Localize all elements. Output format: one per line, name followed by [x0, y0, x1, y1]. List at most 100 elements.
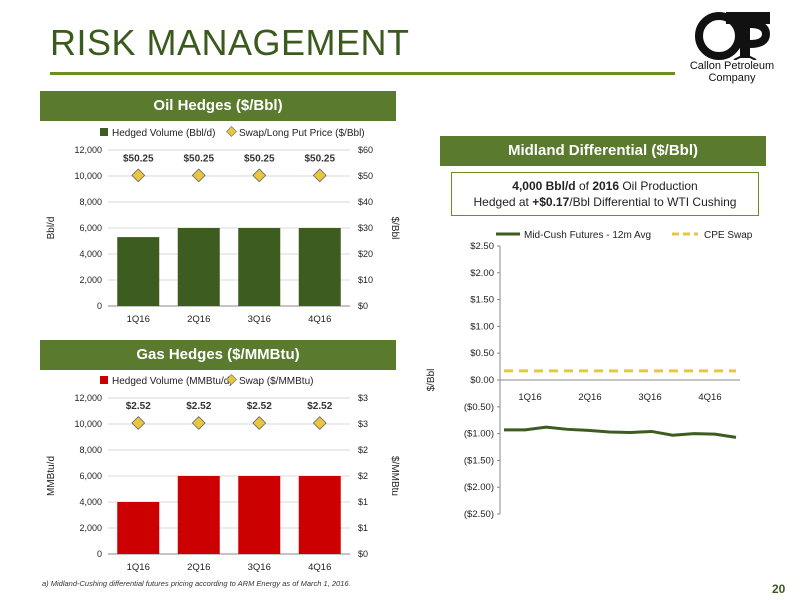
title-rule: [50, 72, 675, 75]
oil-x-tick-label: 3Q16: [248, 314, 271, 325]
oil-price-marker: [252, 168, 267, 183]
gas-hedges-header: Gas Hedges ($/MMBtu): [40, 340, 396, 370]
midland-differential-chart: Mid-Cush Futures - 12m Avg CPE Swap ($2.50…: [426, 230, 753, 520]
gas-x-tick-label: 2Q16: [187, 562, 210, 573]
oil-legend-label-volume: Hedged Volume (Bbl/d): [112, 128, 215, 139]
oil-y2-tick-label: $60: [358, 145, 373, 155]
callout-text-b: Oil Production: [619, 179, 698, 193]
gas-y-tick-label: 12,000: [74, 393, 102, 403]
gas-bar: [238, 476, 281, 554]
midland-x-tick-label: 3Q16: [638, 392, 661, 403]
gas-y-tick-label: 10,000: [74, 419, 102, 429]
gas-y2-tick-label: $2: [358, 445, 368, 455]
callout-year: 2016: [592, 179, 620, 193]
oil-y-axis-title: Bbl/d: [46, 217, 57, 240]
footnote: a) Midland-Cushing differential futures …: [42, 579, 351, 588]
gas-legend-label-price: Swap ($/MMBtu): [239, 376, 313, 387]
oil-bar: [177, 228, 220, 306]
midland-y-tick-label: ($2.00): [464, 482, 494, 493]
oil-y2-axis-title: $/Bbl: [389, 217, 400, 240]
gas-y2-axis-title: $/MMBtu: [389, 456, 400, 496]
gas-x-tick-label: 1Q16: [127, 562, 150, 573]
gas-price-marker: [252, 416, 267, 430]
midland-x-tick-label: 2Q16: [578, 392, 601, 403]
gas-y2-tick-label: $2: [358, 471, 368, 481]
oil-data-label: $50.25: [244, 153, 275, 164]
gas-y2-tick-label: $3: [358, 393, 368, 403]
callout-volume: 4,000 Bbl/d: [512, 179, 576, 193]
oil-y-tick-label: 6,000: [79, 223, 102, 233]
gas-data-label: $2.52: [307, 401, 332, 412]
gas-x-tick-label: 3Q16: [248, 562, 271, 573]
midland-y-tick-label: $1.00: [470, 321, 494, 332]
oil-bar: [238, 228, 281, 306]
gas-hedges-chart: Hedged Volume (MMBtu/d) Swap ($/MMBtu) 0 $0…: [46, 374, 400, 573]
oil-legend-swatch-volume: [100, 128, 108, 136]
oil-y-tick-label: 10,000: [74, 171, 102, 181]
midland-legend-label-swap: CPE Swap: [704, 230, 753, 241]
gas-y2-tick-label: $1: [358, 497, 368, 507]
oil-hedges-header: Oil Hedges ($/Bbl): [40, 91, 396, 121]
oil-y2-tick-label: $10: [358, 275, 373, 285]
midland-legend-label-futures: Mid-Cush Futures - 12m Avg: [524, 230, 651, 241]
callout-text-c: Hedged at: [473, 195, 533, 209]
oil-data-label: $50.25: [304, 153, 335, 164]
oil-y-tick-label: 4,000: [79, 249, 102, 259]
oil-y-tick-label: 8,000: [79, 197, 102, 207]
logo-text-line1: Callon Petroleum: [689, 60, 775, 72]
gas-y-tick-label: 6,000: [79, 471, 102, 481]
midland-y-tick-label: ($1.50): [464, 455, 494, 466]
midland-y-tick-label: $2.00: [470, 268, 494, 279]
oil-y2-tick-label: $30: [358, 223, 373, 233]
logo-text-line2: Company: [708, 72, 756, 84]
gas-y2-tick-label: $0: [358, 549, 368, 559]
gas-price-marker: [191, 416, 206, 430]
gas-y-tick-label: 2,000: [79, 523, 102, 533]
oil-bar: [298, 228, 341, 306]
hedge-callout-box: 4,000 Bbl/d of 2016 Oil Production Hedge…: [451, 172, 759, 216]
midland-futures-line: [504, 425, 737, 439]
oil-price-marker: [191, 168, 206, 183]
oil-price-marker: [131, 168, 146, 183]
oil-legend-swatch-price: [226, 126, 237, 137]
midland-x-tick-label: 4Q16: [698, 392, 721, 403]
midland-y-tick-label: ($2.50): [464, 509, 494, 520]
oil-x-tick-label: 4Q16: [308, 314, 331, 325]
oil-y-tick-label: 2,000: [79, 275, 102, 285]
oil-data-label: $50.25: [123, 153, 154, 164]
gas-data-label: $2.52: [186, 401, 211, 412]
gas-bar: [117, 502, 160, 554]
gas-y-tick-label: 4,000: [79, 497, 102, 507]
gas-legend-label-volume: Hedged Volume (MMBtu/d): [112, 376, 233, 387]
oil-y-tick-label: 0: [97, 301, 102, 311]
oil-hedges-chart: Hedged Volume (Bbl/d) Swap/Long Put Price…: [46, 126, 400, 325]
callout-differential: +$0.17: [532, 195, 570, 209]
midland-y-tick-label: ($0.50): [464, 402, 494, 413]
oil-data-label: $50.25: [183, 153, 214, 164]
gas-price-marker: [131, 416, 146, 430]
gas-legend-swatch-volume: [100, 376, 108, 384]
oil-x-tick-label: 2Q16: [187, 314, 210, 325]
gas-legend-swatch-price: [226, 374, 237, 385]
company-logo: Callon Petroleum Company: [682, 12, 782, 92]
oil-y-tick-label: 12,000: [74, 145, 102, 155]
oil-y2-tick-label: $40: [358, 197, 373, 207]
midland-x-tick-label: 1Q16: [518, 392, 541, 403]
gas-data-label: $2.52: [126, 401, 151, 412]
midland-y-tick-label: $2.50: [470, 241, 494, 252]
gas-price-marker: [312, 416, 327, 430]
gas-y-axis-title: MMBtu/d: [46, 456, 57, 496]
callout-text-a: of: [575, 179, 593, 193]
page-title: RISK MANAGEMENT: [50, 22, 410, 63]
gas-bar: [298, 476, 341, 554]
gas-y-tick-label: 0: [97, 549, 102, 559]
gas-data-label: $2.52: [247, 401, 272, 412]
oil-x-tick-label: 1Q16: [127, 314, 150, 325]
gas-y-tick-label: 8,000: [79, 445, 102, 455]
logo-mark-icon: [695, 12, 771, 61]
gas-y2-tick-label: $3: [358, 419, 368, 429]
midland-y-tick-label: ($1.00): [464, 429, 494, 440]
oil-y2-tick-label: $0: [358, 301, 368, 311]
midland-y-axis-title: $/Bbl: [426, 369, 437, 392]
midland-y-tick-label: $0.00: [470, 375, 494, 386]
